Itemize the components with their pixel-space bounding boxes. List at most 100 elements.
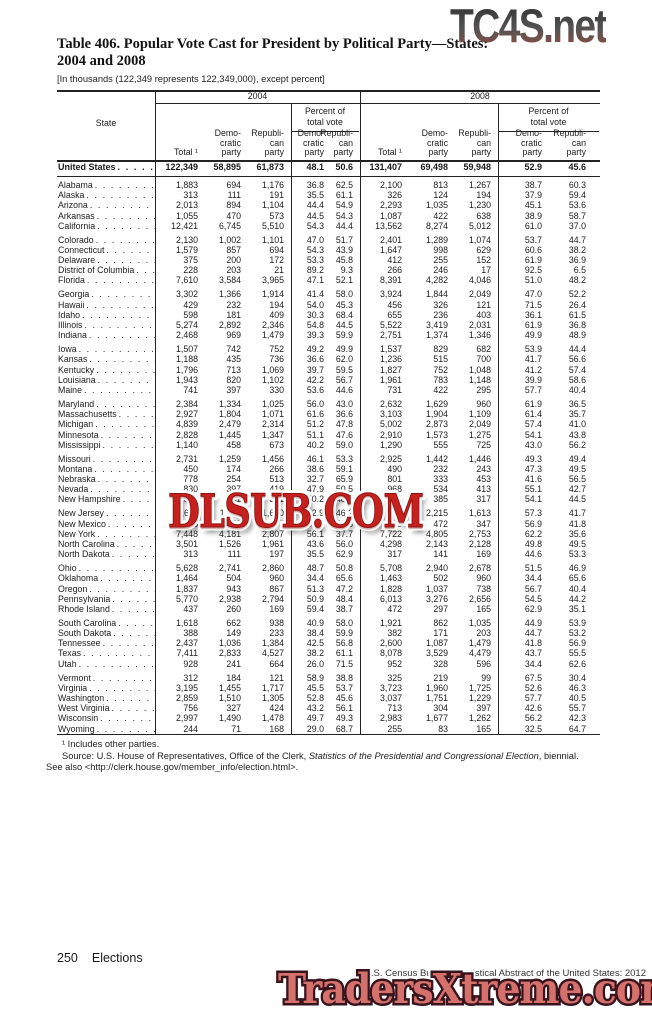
value-cell: 44.7 (568, 234, 586, 245)
value-cell: 7,448 (175, 528, 198, 539)
value-cell: 244 (183, 723, 198, 734)
value-cell: 1,914 (261, 289, 284, 300)
value-cell: 413 (476, 484, 491, 495)
value-cell: 596 (476, 658, 491, 669)
value-cell: 174 (226, 463, 241, 474)
value-cell: 4,181 (218, 528, 241, 539)
value-cell: 8,391 (379, 275, 402, 286)
col-label-rep-2004: Republi- can party (251, 128, 284, 158)
col-label-total-2008: Total ¹ (378, 147, 402, 157)
state-name: Utah. . . . . . . . . . . . . . . . . . … (57, 659, 155, 669)
value-cell: 44.4 (568, 344, 586, 355)
value-cell: 165 (476, 603, 491, 614)
value-cell: 83 (438, 723, 448, 734)
table-row: North Dakota. . . . . . . . . . . . . . … (57, 549, 600, 559)
value-cell: 42.5 (306, 638, 324, 649)
table-row: Tennessee. . . . . . . . . . . . . . . .… (57, 638, 600, 648)
state-name: South Dakota. . . . . . . . . . . . . . … (57, 628, 155, 638)
table-row: Oregon. . . . . . . . . . . . . . . . . … (57, 584, 600, 594)
value-cell: 69,498 (420, 162, 448, 172)
value-cell: 1,346 (468, 330, 491, 341)
value-cell: 41.8 (568, 518, 586, 529)
value-cell: 952 (387, 658, 402, 669)
value-cell: 61.9 (524, 398, 542, 409)
value-cell: 8,078 (379, 648, 402, 659)
leader-dots: . . . . . . . . . . . . . . . . . . . . … (105, 508, 155, 519)
value-cell: 40.5 (568, 692, 586, 703)
value-cell: 1,911 (219, 508, 241, 519)
value-cell: 1,445 (218, 429, 241, 440)
value-cell: 713 (226, 364, 241, 375)
value-cell: 43.7 (524, 648, 542, 659)
value-cell: 48.9 (568, 330, 586, 341)
col-label-pctrep-2008: Republi- can party (553, 128, 586, 158)
state-name: Alaska. . . . . . . . . . . . . . . . . … (58, 190, 155, 201)
value-cell: 45.8 (335, 255, 353, 266)
leader-dots: . . . . . . . . . . . . . . . . . . . . … (102, 439, 155, 450)
footnotes: ¹ Includes other parties. Source: U.S. H… (46, 739, 594, 774)
table-row: Michigan. . . . . . . . . . . . . . . . … (57, 419, 600, 429)
value-cell: 35.6 (568, 528, 586, 539)
value-cell: 57.7 (524, 692, 542, 703)
state-name: Arizona. . . . . . . . . . . . . . . . .… (57, 200, 155, 210)
value-cell: 43.2 (306, 703, 324, 714)
value-cell: 65.6 (568, 573, 586, 584)
value-cell: 36.1 (524, 309, 542, 320)
value-cell: 328 (433, 658, 448, 669)
value-cell: 26.4 (568, 299, 586, 310)
value-cell: 197 (269, 549, 284, 560)
value-cell: 1,579 (175, 244, 198, 255)
value-cell: 61,873 (256, 162, 284, 172)
col-label-total-2004: Total ¹ (174, 147, 198, 157)
value-cell: 71.5 (335, 658, 353, 669)
table-row: Maine. . . . . . . . . . . . . . . . . .… (57, 385, 600, 395)
value-cell: 59.0 (335, 439, 353, 450)
leader-dots: . . . . . . . . . . . . . . . . . . . . … (90, 484, 155, 495)
value-cell: 2,873 (425, 419, 448, 430)
value-cell: 59.1 (335, 463, 353, 474)
state-name: Minnesota. . . . . . . . . . . . . . . .… (58, 429, 155, 440)
value-cell: 6,745 (218, 220, 241, 231)
value-cell: 629 (476, 244, 491, 255)
leader-dots: . . . . . . . . . . . . . . . . . . . . … (97, 374, 155, 385)
value-cell: 53.6 (568, 200, 586, 211)
value-cell: 49.9 (335, 344, 353, 355)
value-cell: 2,130 (175, 234, 198, 245)
value-cell: 54.9 (335, 200, 353, 211)
state-name: Mississippi. . . . . . . . . . . . . . .… (58, 439, 155, 450)
value-cell: 960 (476, 398, 491, 409)
value-cell: 49.0 (306, 518, 324, 529)
value-cell: 504 (226, 573, 241, 584)
value-cell: 1,036 (218, 638, 241, 649)
state-name: Rhode Island. . . . . . . . . . . . . . … (57, 604, 155, 614)
value-cell: 756 (183, 703, 198, 714)
value-cell: 54.8 (306, 320, 324, 331)
leader-dots: . . . . . . . . . . . . . . . . . . . . … (122, 494, 155, 505)
value-cell: 203 (476, 628, 491, 639)
value-cell: 45.6 (335, 692, 353, 703)
value-cell: 2,910 (379, 429, 402, 440)
state-name: Illinois. . . . . . . . . . . . . . . . … (58, 320, 155, 331)
pct-header-2008: Percent of total vote (498, 106, 599, 132)
rule-top (57, 90, 600, 92)
value-cell: 2,346 (261, 320, 284, 331)
value-cell: 53.3 (306, 255, 324, 266)
state-name: New York. . . . . . . . . . . . . . . . … (57, 529, 155, 539)
value-cell: 6,013 (379, 593, 402, 604)
value-cell: 49.8 (335, 518, 353, 529)
value-cell: 2,049 (468, 419, 491, 430)
state-name: Kansas. . . . . . . . . . . . . . . . . … (57, 354, 155, 364)
state-name: Delaware. . . . . . . . . . . . . . . . … (57, 255, 155, 265)
value-cell: 3,611 (176, 508, 198, 519)
value-cell: 47.0 (524, 289, 542, 300)
value-cell: 555 (433, 439, 448, 450)
value-cell: 36.6 (306, 354, 324, 365)
units-note: [In thousands (122,349 represents 122,34… (57, 74, 325, 84)
value-cell: 928 (183, 658, 198, 669)
source-credit: U.S. Census Bureau, Statistical Abstract… (364, 968, 646, 979)
value-cell: 65.9 (335, 474, 353, 485)
state-name: Maryland. . . . . . . . . . . . . . . . … (57, 399, 155, 409)
state-name: Wyoming. . . . . . . . . . . . . . . . .… (57, 724, 155, 734)
value-cell: 30.4 (568, 672, 586, 683)
value-cell: 59,948 (463, 162, 491, 172)
